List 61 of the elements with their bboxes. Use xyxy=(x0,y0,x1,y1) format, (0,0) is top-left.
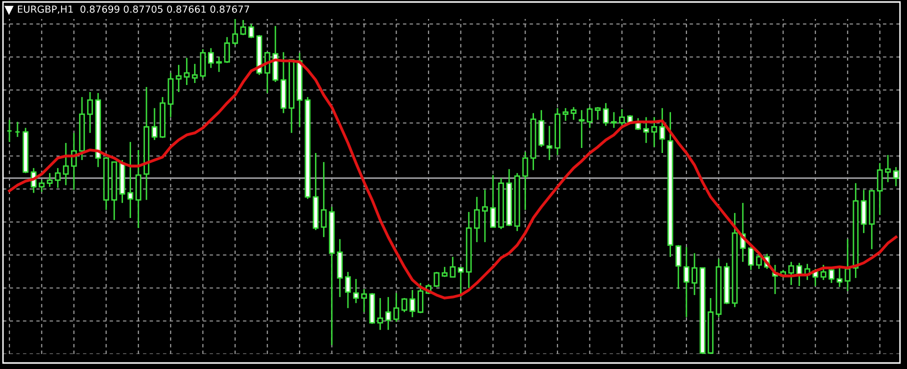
candlestick xyxy=(586,106,593,129)
candlestick xyxy=(602,102,609,127)
candlestick xyxy=(651,116,658,148)
candlestick xyxy=(756,254,762,270)
candlestick xyxy=(820,264,826,281)
candlestick xyxy=(240,19,246,36)
candlestick xyxy=(264,51,270,94)
candlestick xyxy=(836,267,842,288)
candlestick xyxy=(788,261,794,286)
candlestick xyxy=(216,56,222,73)
candlestick xyxy=(192,63,198,84)
candlestick xyxy=(619,108,625,126)
candlestick xyxy=(684,246,690,318)
candlestick xyxy=(152,107,158,141)
candlestick xyxy=(353,278,359,304)
candlestick xyxy=(176,64,182,93)
candlestick xyxy=(522,151,528,211)
candlestick xyxy=(610,111,617,129)
candlestick xyxy=(860,189,867,234)
candlestick xyxy=(345,271,351,309)
candlestick xyxy=(458,266,464,298)
candlestick xyxy=(482,189,488,243)
candlestick xyxy=(450,256,456,278)
candlestick xyxy=(248,23,254,39)
candlestick xyxy=(844,238,851,292)
candlestick xyxy=(320,161,327,238)
candlestick xyxy=(418,282,424,314)
candlestick xyxy=(675,244,682,290)
candlestick xyxy=(184,57,190,86)
candlestick xyxy=(570,106,577,121)
chart-title: EURGBP,H1 0.87699 0.87705 0.87661 0.87677 xyxy=(18,5,250,14)
candlestick xyxy=(385,296,392,331)
candlestick xyxy=(410,289,416,318)
candlestick xyxy=(46,172,53,188)
candlestick xyxy=(393,292,400,323)
candlestick xyxy=(200,48,206,79)
candlestick xyxy=(54,167,61,189)
candlestick xyxy=(643,116,650,144)
candlestick xyxy=(434,271,440,288)
candlestick xyxy=(442,266,448,278)
candlestick xyxy=(87,91,93,134)
candlestick xyxy=(361,288,367,313)
candlestick xyxy=(377,297,384,331)
candlestick xyxy=(692,252,698,296)
candlestick xyxy=(594,106,601,121)
candlestick xyxy=(208,47,214,69)
candlestick xyxy=(876,162,883,216)
candlestick xyxy=(659,107,666,154)
candlestick xyxy=(578,109,585,149)
candlestick xyxy=(127,141,134,219)
candlestick xyxy=(748,246,754,271)
candlestick xyxy=(885,154,891,183)
candlestick xyxy=(224,36,230,64)
candlestick xyxy=(562,107,568,122)
candlestick xyxy=(232,18,238,46)
candlestick xyxy=(490,174,496,228)
candlestick xyxy=(62,142,69,186)
candlestick xyxy=(401,297,408,313)
candlestick xyxy=(546,125,552,161)
candlestick xyxy=(38,179,45,193)
candlestick xyxy=(474,196,480,243)
